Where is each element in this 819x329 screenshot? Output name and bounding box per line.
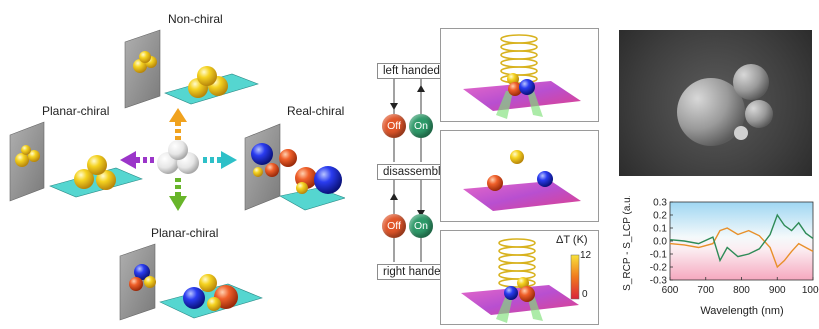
label-real-chiral: Real-chiral xyxy=(287,104,345,118)
off-state-bottom: Off xyxy=(382,214,406,238)
off-state-top: Off xyxy=(382,114,406,138)
x-tick-label: 700 xyxy=(697,285,714,296)
left-handed-label: left handed xyxy=(377,63,446,79)
colorbar-min: 0 xyxy=(582,289,588,300)
panel-right-handed xyxy=(440,230,599,325)
x-tick-label: 1000 xyxy=(802,285,819,296)
y-tick-label: 0.0 xyxy=(653,237,667,248)
y-tick-label: 0.1 xyxy=(653,224,667,235)
y-tick-label: -0.2 xyxy=(650,263,668,274)
disassembly-label: disassembly xyxy=(377,164,453,180)
y-tick-label: -0.1 xyxy=(650,250,668,261)
colorbar xyxy=(570,254,580,300)
arrow-right xyxy=(203,151,237,169)
left-handed-scene xyxy=(463,34,581,119)
x-tick-label: 800 xyxy=(733,285,750,296)
arrow-left xyxy=(120,151,154,169)
x-tick-label: 900 xyxy=(769,285,786,296)
x-axis-label: Wavelength (nm) xyxy=(700,305,783,317)
plot-area xyxy=(669,201,814,281)
label-planar-chiral-bottom: Planar-chiral xyxy=(151,226,219,240)
right-handed-scene xyxy=(461,238,580,323)
panel-disassembly xyxy=(440,130,599,222)
y-tick-label: -0.3 xyxy=(650,276,668,287)
series-line-1 xyxy=(669,227,814,269)
colorbar-title: ΔT (K) xyxy=(556,234,588,246)
on-state-top: On xyxy=(409,114,433,138)
scene-real-chiral xyxy=(244,123,345,211)
label-non-chiral: Non-chiral xyxy=(168,12,223,26)
switch-connectors xyxy=(390,78,425,262)
chirality-scenes xyxy=(9,29,345,321)
y-tick-label: 0.2 xyxy=(653,211,667,222)
arrow-down xyxy=(169,178,187,211)
center-cluster xyxy=(157,140,199,174)
y-tick-label: 0.3 xyxy=(653,198,667,209)
disassembly-scene xyxy=(463,150,581,211)
right-handed-label: right handed xyxy=(377,264,453,280)
label-planar-chiral-left: Planar-chiral xyxy=(42,104,110,118)
scene-non-chiral xyxy=(124,29,259,109)
colorbar-max: 12 xyxy=(580,250,592,261)
y-axis-label: S_RCP - S_LCP (a.u.) xyxy=(622,196,633,291)
scene-planar-chiral-bottom xyxy=(119,243,263,321)
panel-left-handed xyxy=(440,28,599,122)
x-tick-label: 600 xyxy=(662,285,679,296)
arrow-up xyxy=(169,108,187,140)
on-state-bottom: On xyxy=(409,214,433,238)
scene-planar-chiral-left xyxy=(9,121,143,202)
sem-image xyxy=(619,30,812,176)
series-line-2 xyxy=(669,213,814,263)
